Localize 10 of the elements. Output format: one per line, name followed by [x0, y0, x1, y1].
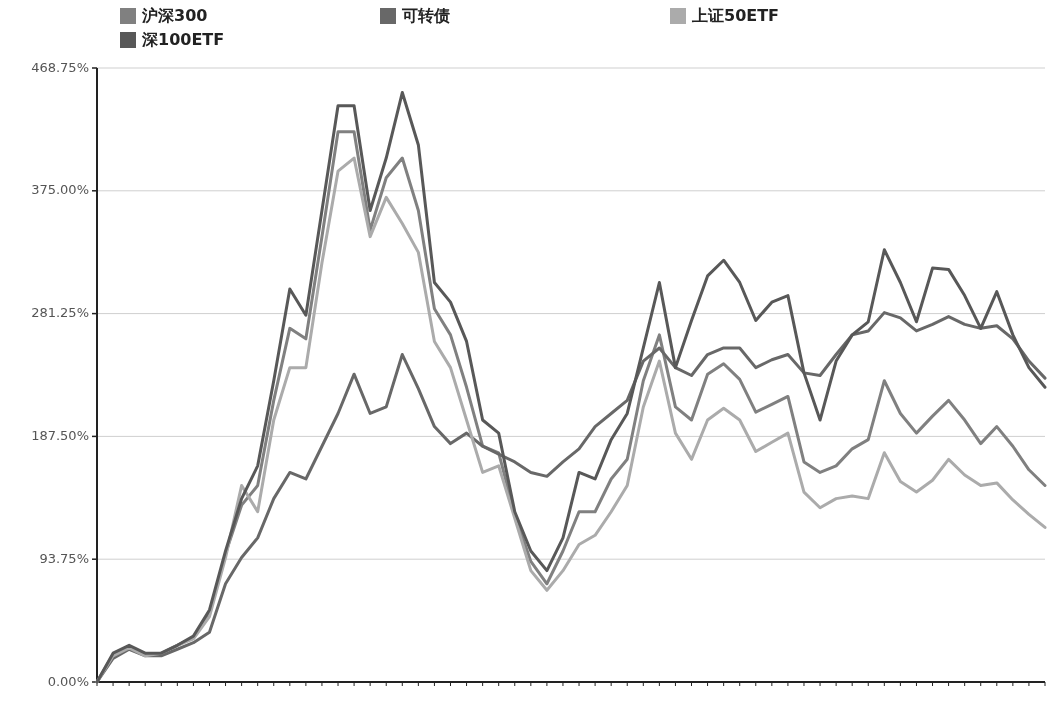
- y-tick-label: 187.50%: [31, 427, 89, 443]
- legend-label: 上证50ETF: [691, 6, 780, 25]
- legend-label: 可转债: [401, 6, 450, 25]
- y-tick-label: 281.25%: [31, 305, 89, 321]
- legend-label: 深100ETF: [141, 30, 225, 49]
- y-tick-label: 375.00%: [31, 182, 89, 198]
- y-tick-label: 468.75%: [31, 59, 89, 75]
- y-tick-label: 93.75%: [39, 550, 89, 566]
- y-tick-label: 0.00%: [47, 673, 89, 689]
- legend-label: 沪深300: [141, 6, 208, 25]
